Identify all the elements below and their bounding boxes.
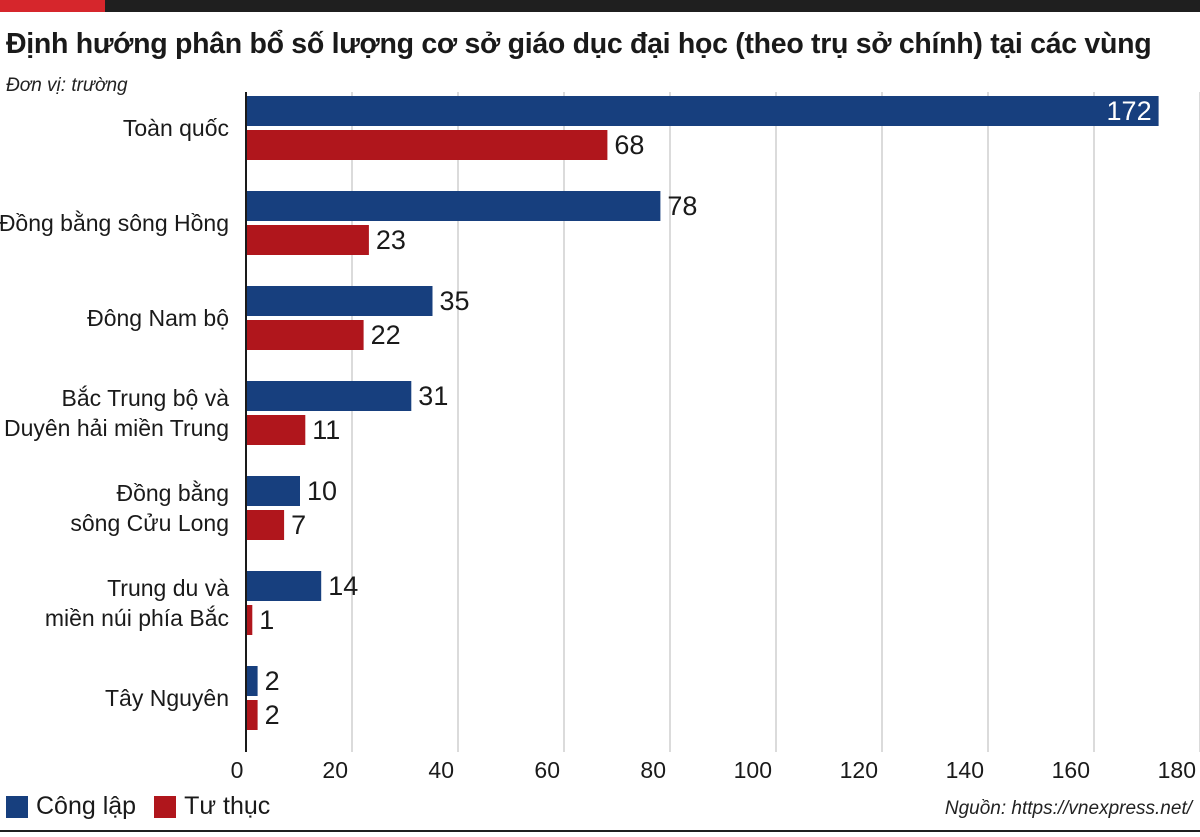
category-label: Trung du và bbox=[107, 575, 229, 601]
bar-tu-thuc bbox=[247, 510, 285, 540]
legend-swatch-cong-lap bbox=[6, 795, 28, 818]
bar-tu-thuc bbox=[247, 130, 608, 160]
data-label: 10 bbox=[307, 476, 337, 506]
legend-swatch-tu-thuc bbox=[154, 795, 177, 818]
bar-tu-thuc bbox=[247, 415, 306, 445]
data-label: 11 bbox=[312, 415, 340, 445]
data-label: 2 bbox=[265, 666, 280, 696]
x-tick-label: 160 bbox=[1052, 757, 1090, 783]
data-label: 172 bbox=[1107, 96, 1152, 126]
data-label: 14 bbox=[328, 571, 358, 601]
bottom-rule bbox=[0, 830, 1200, 832]
top-accent-rule bbox=[0, 0, 105, 12]
x-tick-label: 0 bbox=[231, 757, 244, 783]
legend-item-cong-lap: Công lập bbox=[6, 792, 136, 821]
data-label: 23 bbox=[376, 225, 406, 255]
data-label: 31 bbox=[418, 381, 448, 411]
x-tick-label: 40 bbox=[428, 757, 454, 783]
x-tick-label: 20 bbox=[322, 757, 348, 783]
top-rule bbox=[0, 0, 1200, 12]
source-note: Nguồn: https://vnexpress.net/ bbox=[944, 798, 1192, 819]
x-tick-label: 100 bbox=[734, 757, 772, 783]
category-label: Đồng bằng bbox=[116, 480, 229, 506]
bar-cong-lap bbox=[247, 476, 300, 506]
bar-cong-lap bbox=[247, 666, 258, 696]
chart-title: Định hướng phân bổ số lượng cơ sở giáo d… bbox=[6, 28, 1152, 60]
bar-cong-lap bbox=[247, 96, 1159, 126]
bar-cong-lap bbox=[247, 381, 412, 411]
unit-label: Đơn vị: trường bbox=[6, 75, 128, 96]
data-label: 68 bbox=[614, 130, 644, 160]
bar-cong-lap bbox=[247, 286, 433, 316]
bar-cong-lap bbox=[247, 571, 322, 601]
bar-tu-thuc bbox=[247, 225, 369, 255]
data-label: 7 bbox=[291, 510, 306, 540]
legend-label-cong-lap: Công lập bbox=[36, 792, 137, 820]
data-label: 1 bbox=[259, 605, 274, 635]
category-label: Đông Nam bộ bbox=[87, 305, 229, 331]
category-label: Đồng bằng sông Hồng bbox=[0, 210, 229, 236]
data-label: 78 bbox=[667, 191, 697, 221]
category-label: Tây Nguyên bbox=[105, 685, 229, 711]
category-label: Toàn quốc bbox=[123, 115, 229, 141]
data-label: 22 bbox=[371, 320, 401, 350]
category-label: Bắc Trung bộ và bbox=[62, 385, 230, 411]
x-tick-label: 60 bbox=[534, 757, 560, 783]
bar-tu-thuc bbox=[247, 605, 253, 635]
x-tick-label: 140 bbox=[946, 757, 984, 783]
legend-item-tu-thuc: Tư thục bbox=[154, 792, 270, 821]
data-label: 2 bbox=[265, 700, 280, 730]
bar-tu-thuc bbox=[247, 700, 258, 730]
x-tick-label: 80 bbox=[640, 757, 666, 783]
legend-label-tu-thuc: Tư thục bbox=[184, 792, 271, 820]
category-label: Duyên hải miền Trung bbox=[4, 415, 229, 441]
legend: Công lập Tư thục bbox=[6, 792, 288, 821]
x-tick-label: 180 bbox=[1158, 757, 1196, 783]
bar-cong-lap bbox=[247, 191, 661, 221]
x-tick-label: 120 bbox=[840, 757, 878, 783]
category-label: sông Cửu Long bbox=[70, 510, 229, 536]
data-label: 35 bbox=[440, 286, 470, 316]
bar-tu-thuc bbox=[247, 320, 364, 350]
category-label: miền núi phía Bắc bbox=[45, 605, 229, 631]
